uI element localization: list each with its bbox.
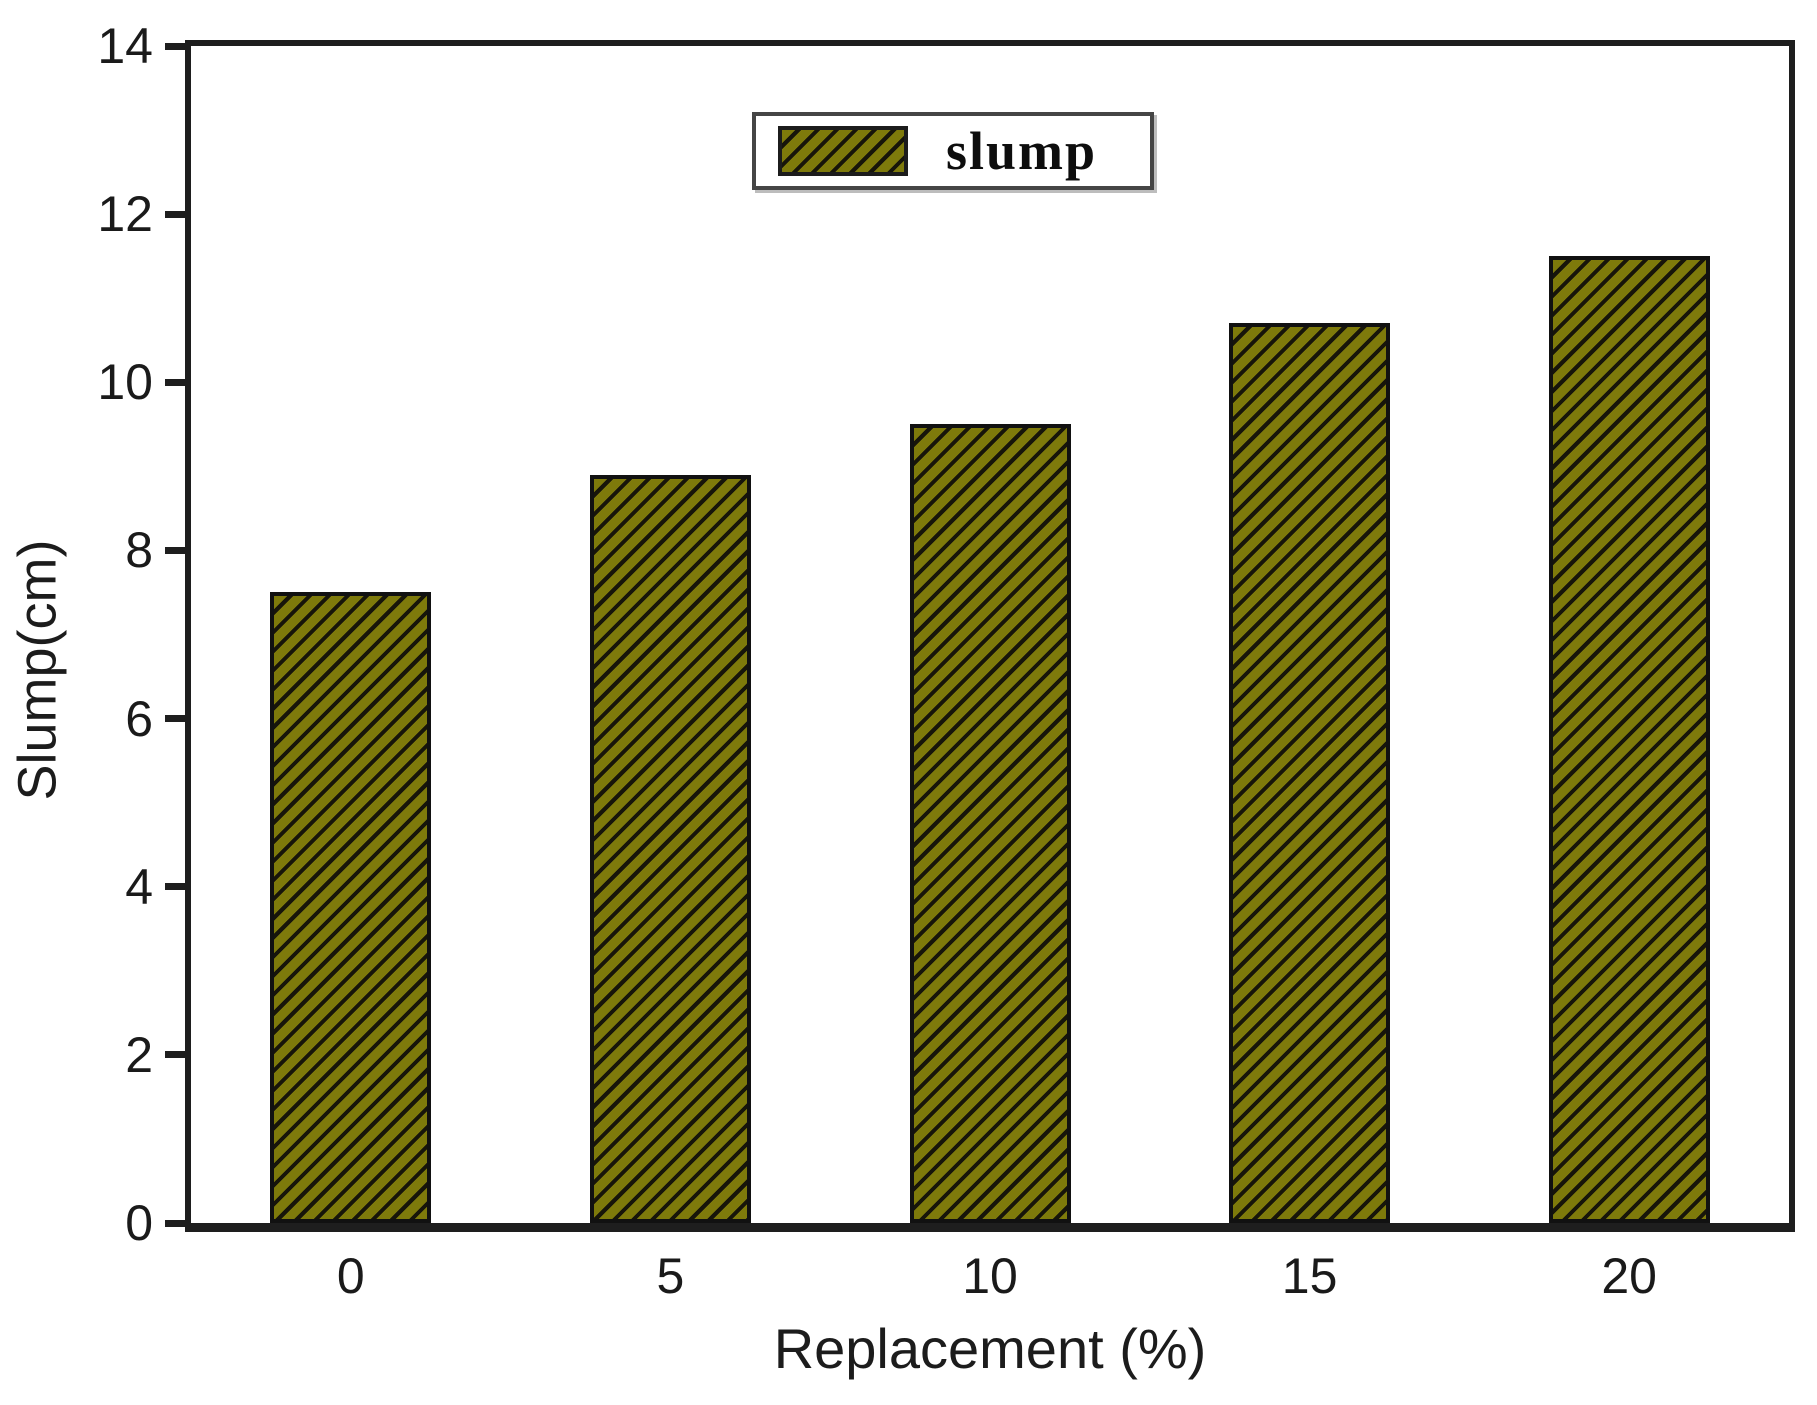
y-tick-label: 4 [125, 858, 153, 915]
y-axis-title: Slump(cm) [2, 90, 72, 1250]
y-tick-mark [165, 378, 187, 386]
y-tick-label: 0 [125, 1195, 153, 1251]
x-tick-label: 10 [962, 1248, 1018, 1304]
legend: slump [752, 112, 1154, 190]
x-tick-label: 5 [656, 1248, 685, 1304]
x-tick-label: 0 [336, 1248, 365, 1304]
y-tick-label: 8 [125, 522, 153, 579]
x-tick-label: 20 [1601, 1248, 1657, 1304]
legend-swatch-icon [778, 126, 908, 176]
x-tick-label: 15 [1281, 1248, 1338, 1304]
y-tick-mark [165, 715, 187, 723]
bar [1548, 256, 1710, 1223]
y-tick-label: 6 [125, 690, 153, 747]
y-tick-mark [165, 1219, 187, 1227]
y-tick-mark [165, 210, 187, 218]
y-tick-mark [165, 546, 187, 554]
legend-label: slump [946, 121, 1098, 181]
y-tick-label: 12 [97, 186, 153, 243]
bar [589, 474, 751, 1223]
y-tick-label: 2 [125, 1026, 153, 1083]
y-tick-label: 14 [97, 18, 153, 74]
plot-area: 0 2 4 6 8 10 12 14 0 5 10 15 20 [97, 21, 1795, 1301]
bar [270, 592, 432, 1223]
y-tick-mark [165, 1051, 187, 1059]
bar [1229, 323, 1391, 1223]
y-tick-label: 10 [97, 354, 153, 411]
y-tick-mark [165, 883, 187, 891]
x-axis-title: Replacement (%) [773, 1317, 1207, 1380]
y-axis-title-text: Slump(cm) [7, 539, 68, 801]
bar [909, 424, 1071, 1223]
y-tick-mark [165, 42, 187, 50]
